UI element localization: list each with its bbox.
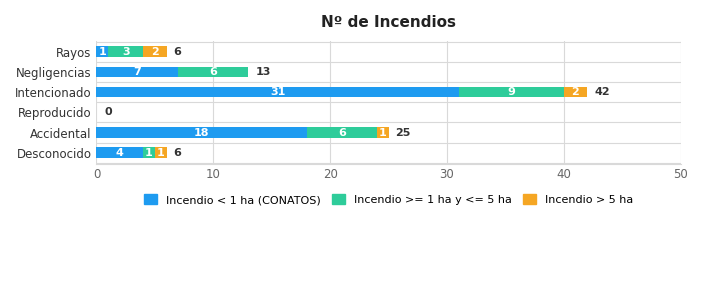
Text: 2: 2 <box>151 47 159 57</box>
Bar <box>96 67 179 77</box>
Text: 42: 42 <box>594 87 610 97</box>
Text: 1: 1 <box>157 148 165 158</box>
Bar <box>155 148 167 158</box>
Bar <box>307 127 377 138</box>
Text: 6: 6 <box>209 67 217 77</box>
Bar <box>458 87 564 98</box>
Text: 1: 1 <box>98 47 106 57</box>
Bar <box>143 46 167 57</box>
Text: 31: 31 <box>270 87 285 97</box>
Text: 2: 2 <box>572 87 579 97</box>
Title: Nº de Incendios: Nº de Incendios <box>321 15 456 30</box>
Bar <box>96 46 108 57</box>
Text: 1: 1 <box>146 148 153 158</box>
Text: 0: 0 <box>105 107 112 117</box>
Text: 6: 6 <box>174 47 181 57</box>
Text: 4: 4 <box>116 148 124 158</box>
Legend: Incendio < 1 ha (CONATOS), Incendio >= 1 ha y <= 5 ha, Incendio > 5 ha: Incendio < 1 ha (CONATOS), Incendio >= 1… <box>139 190 638 209</box>
Text: 6: 6 <box>174 148 181 158</box>
Text: 3: 3 <box>122 47 129 57</box>
Text: 6: 6 <box>338 128 346 137</box>
Bar <box>96 148 143 158</box>
Text: 13: 13 <box>255 67 271 77</box>
Bar <box>179 67 248 77</box>
Text: 9: 9 <box>508 87 515 97</box>
Bar <box>143 148 155 158</box>
Bar <box>377 127 389 138</box>
Bar <box>108 46 143 57</box>
Text: 1: 1 <box>379 128 387 137</box>
Text: 7: 7 <box>134 67 141 77</box>
Text: 25: 25 <box>396 128 411 137</box>
Bar <box>96 127 307 138</box>
Text: 18: 18 <box>194 128 209 137</box>
Bar <box>564 87 587 98</box>
Bar <box>96 87 458 98</box>
